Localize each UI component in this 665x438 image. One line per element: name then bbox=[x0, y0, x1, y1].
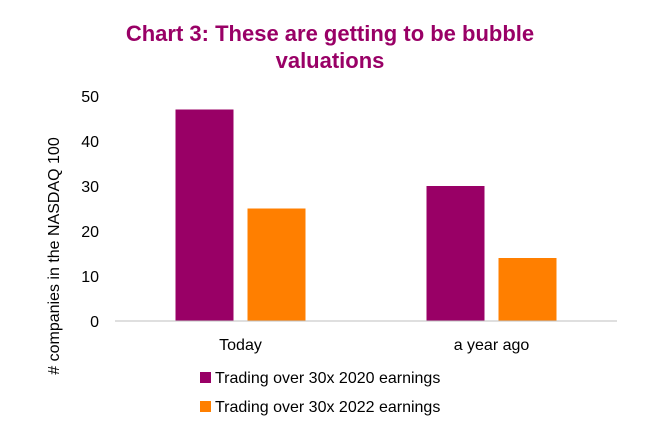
x-axis-categories: Today a year ago bbox=[219, 337, 529, 354]
x-category-label: Today bbox=[219, 337, 262, 354]
y-tick-label: 40 bbox=[81, 134, 99, 151]
y-tick-label: 20 bbox=[81, 224, 99, 241]
bar-series-2022-year-ago bbox=[498, 258, 557, 321]
y-axis-label: # companies in the NASDAQ 100 bbox=[46, 137, 63, 375]
y-tick-label: 30 bbox=[81, 179, 99, 196]
bars bbox=[175, 109, 557, 321]
bar-series-2020-year-ago bbox=[426, 186, 485, 321]
legend-label: Trading over 30x 2020 earnings bbox=[215, 370, 440, 387]
legend-swatch bbox=[200, 372, 211, 383]
bar-series-2020-today bbox=[175, 109, 234, 321]
legend: Trading over 30x 2020 earnings Trading ov… bbox=[200, 370, 440, 416]
legend-swatch bbox=[200, 401, 211, 412]
y-axis-ticks: 0 10 20 30 40 50 bbox=[81, 89, 99, 331]
legend-label: Trading over 30x 2022 earnings bbox=[215, 399, 440, 416]
chart-title-line-2: valuations bbox=[276, 48, 385, 73]
y-tick-label: 50 bbox=[81, 89, 99, 106]
x-category-label: a year ago bbox=[454, 337, 530, 354]
bar-series-2022-today bbox=[247, 208, 306, 321]
chart-title-line-1: Chart 3: These are getting to be bubble bbox=[126, 21, 534, 46]
y-tick-label: 10 bbox=[81, 269, 99, 286]
y-tick-label: 0 bbox=[90, 314, 99, 331]
